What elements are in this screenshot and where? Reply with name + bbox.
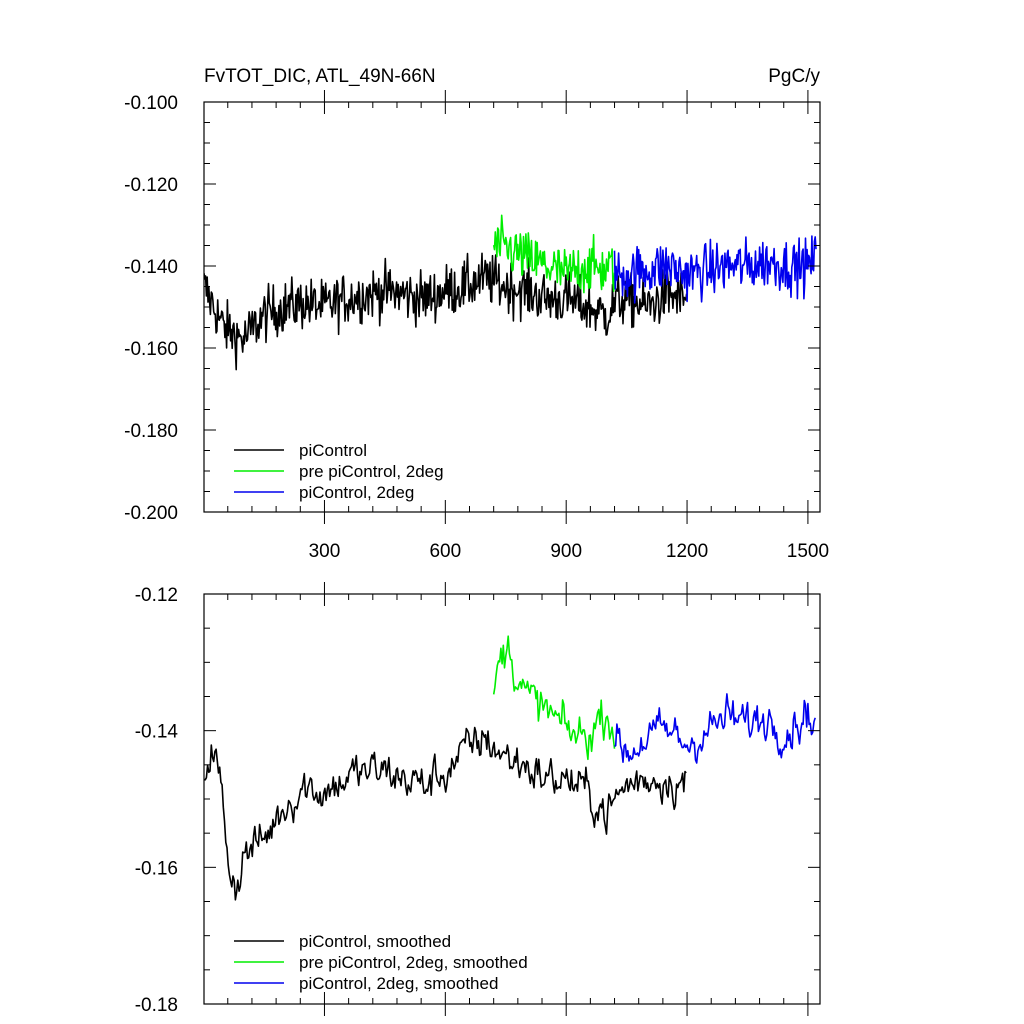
x-tick-label: 1200 (666, 541, 708, 562)
legend-label: pre piControl, 2deg, smoothed (299, 953, 528, 972)
bottom-panel: -0.18 -0.16 -0.14 -0.12 piControl, smoothed p… (135, 582, 821, 1016)
x-tick-label: 1500 (787, 541, 829, 562)
series-line-0-0 (204, 252, 688, 371)
legend-label: piControl, smoothed (299, 932, 451, 951)
y-tick-label: -0.120 (124, 175, 178, 196)
y-tick-label: -0.16 (135, 858, 178, 879)
top-panel: -0.200 -0.180 -0.160 -0.140 -0.120 -0.100 300 6… (124, 90, 829, 562)
x-tick-label: 300 (309, 541, 341, 562)
chart-units-label: PgC/y (768, 66, 820, 87)
x-tick-label: 600 (429, 541, 461, 562)
series-line-1-2 (614, 693, 816, 764)
y-tick-label: -0.18 (135, 995, 178, 1016)
legend-label: piControl, 2deg (299, 483, 414, 502)
series-line-1-1 (492, 635, 616, 761)
legend-label: pre piControl, 2deg (299, 462, 444, 481)
x-tick-label: 900 (550, 541, 582, 562)
y-tick-label: -0.140 (124, 257, 178, 278)
series-line-1-0 (204, 726, 687, 901)
y-tick-label: -0.14 (135, 722, 179, 743)
y-tick-label: -0.200 (124, 503, 178, 524)
series-line-0-2 (613, 235, 817, 304)
y-tick-label: -0.160 (124, 339, 178, 360)
y-tick-label: -0.12 (135, 585, 178, 606)
series-line-0-1 (492, 214, 616, 294)
y-tick-label: -0.180 (124, 421, 178, 442)
legend-label: piControl, 2deg, smoothed (299, 974, 498, 993)
y-tick-label: -0.100 (124, 93, 178, 114)
legend-label: piControl (299, 441, 367, 460)
chart-title: FvTOT_DIC, ATL_49N-66N (204, 66, 436, 87)
